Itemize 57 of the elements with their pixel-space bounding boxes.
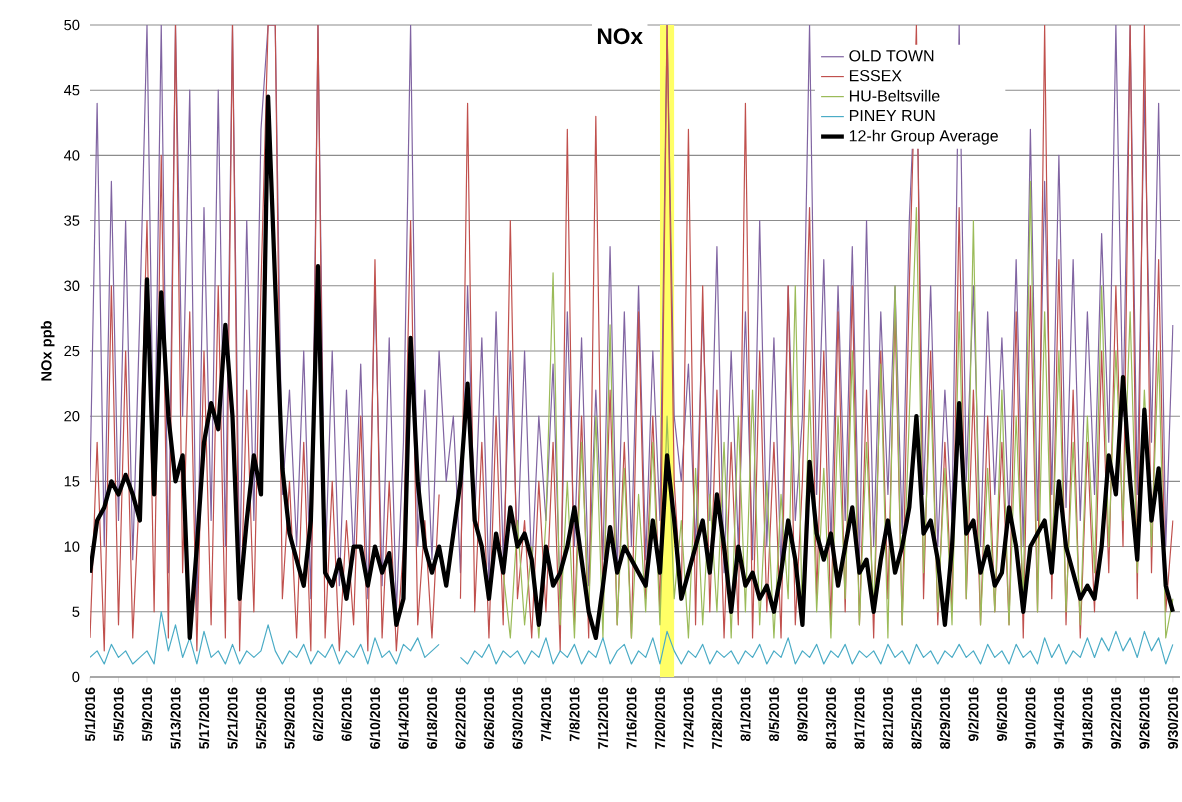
x-tick-label: 9/18/2016: [1082, 687, 1093, 749]
x-tick-label: 5/29/2016: [284, 687, 295, 749]
legend-label: ESSEX: [849, 69, 902, 82]
chart-title: NOx: [597, 28, 643, 45]
y-tick-label: 45: [63, 85, 80, 96]
y-tick-label: 35: [64, 215, 80, 226]
y-tick-label: 50: [64, 19, 80, 31]
x-tick-label: 6/18/2016: [426, 687, 438, 749]
x-tick-label: 6/10/2016: [369, 687, 381, 749]
x-tick-label: 6/30/2016: [512, 687, 523, 749]
x-tick-label: 5/25/2016: [255, 687, 267, 749]
x-tick-label: 7/16/2016: [626, 687, 637, 749]
x-tick-label: 7/8/2016: [569, 687, 580, 741]
x-tick-label: 6/6/2016: [341, 687, 352, 742]
x-tick-label: 5/1/2016: [84, 687, 96, 742]
x-tick-label: 9/10/2016: [1025, 687, 1036, 749]
x-tick-label: 6/14/2016: [398, 687, 409, 749]
legend-label: OLD TOWN: [849, 50, 934, 62]
x-tick-label: 6/26/2016: [483, 687, 495, 749]
y-tick-label: 40: [63, 150, 80, 161]
x-tick-label: 5/13/2016: [170, 687, 181, 749]
y-tick-label: 10: [64, 541, 80, 552]
x-tick-label: 8/25/2016: [911, 687, 922, 749]
y-tick-label: 25: [64, 345, 80, 357]
x-tick-label: 7/4/2016: [540, 687, 552, 741]
y-tick-label: 0: [72, 671, 80, 683]
x-tick-label: 7/12/2016: [597, 687, 609, 749]
x-tick-label: 8/13/2016: [825, 687, 837, 749]
x-tick-label: 5/5/2016: [113, 687, 124, 742]
x-tick-label: 5/9/2016: [141, 687, 153, 742]
y-tick-label: 20: [64, 411, 80, 422]
y-tick-label: 15: [64, 476, 80, 487]
y-tick-label: 5: [72, 606, 80, 617]
legend-label: HU-Beltsville: [849, 89, 940, 102]
x-tick-label: 7/20/2016: [654, 687, 666, 749]
x-tick-label: 7/24/2016: [683, 687, 694, 749]
x-tick-label: 5/17/2016: [198, 687, 210, 749]
x-tick-label: 8/1/2016: [740, 687, 751, 742]
x-tick-label: 6/22/2016: [455, 687, 466, 749]
x-tick-label: 8/17/2016: [854, 687, 865, 749]
x-tick-label: 8/21/2016: [882, 687, 894, 749]
x-tick-label: 7/28/2016: [711, 687, 723, 749]
x-tick-label: 9/2/2016: [968, 687, 979, 742]
x-tick-label: 9/26/2016: [1139, 687, 1150, 749]
x-tick-label: 9/30/2016: [1167, 687, 1179, 749]
x-tick-label: 9/14/2016: [1053, 687, 1065, 749]
legend-label: PINEY RUN: [849, 110, 935, 122]
x-tick-label: 8/5/2016: [768, 687, 780, 742]
x-tick-label: 5/21/2016: [227, 687, 238, 749]
legend-label: 12-hr Group Average: [849, 129, 998, 145]
x-tick-label: 9/6/2016: [996, 687, 1008, 742]
x-tick-label: 8/9/2016: [797, 687, 808, 742]
y-axis-title: NOx ppb: [40, 321, 55, 381]
x-tick-label: 8/29/2016: [939, 687, 951, 749]
x-tick-label: 9/22/2016: [1110, 687, 1122, 749]
x-tick-label: 6/2/2016: [312, 687, 324, 742]
y-tick-label: 30: [64, 280, 80, 291]
